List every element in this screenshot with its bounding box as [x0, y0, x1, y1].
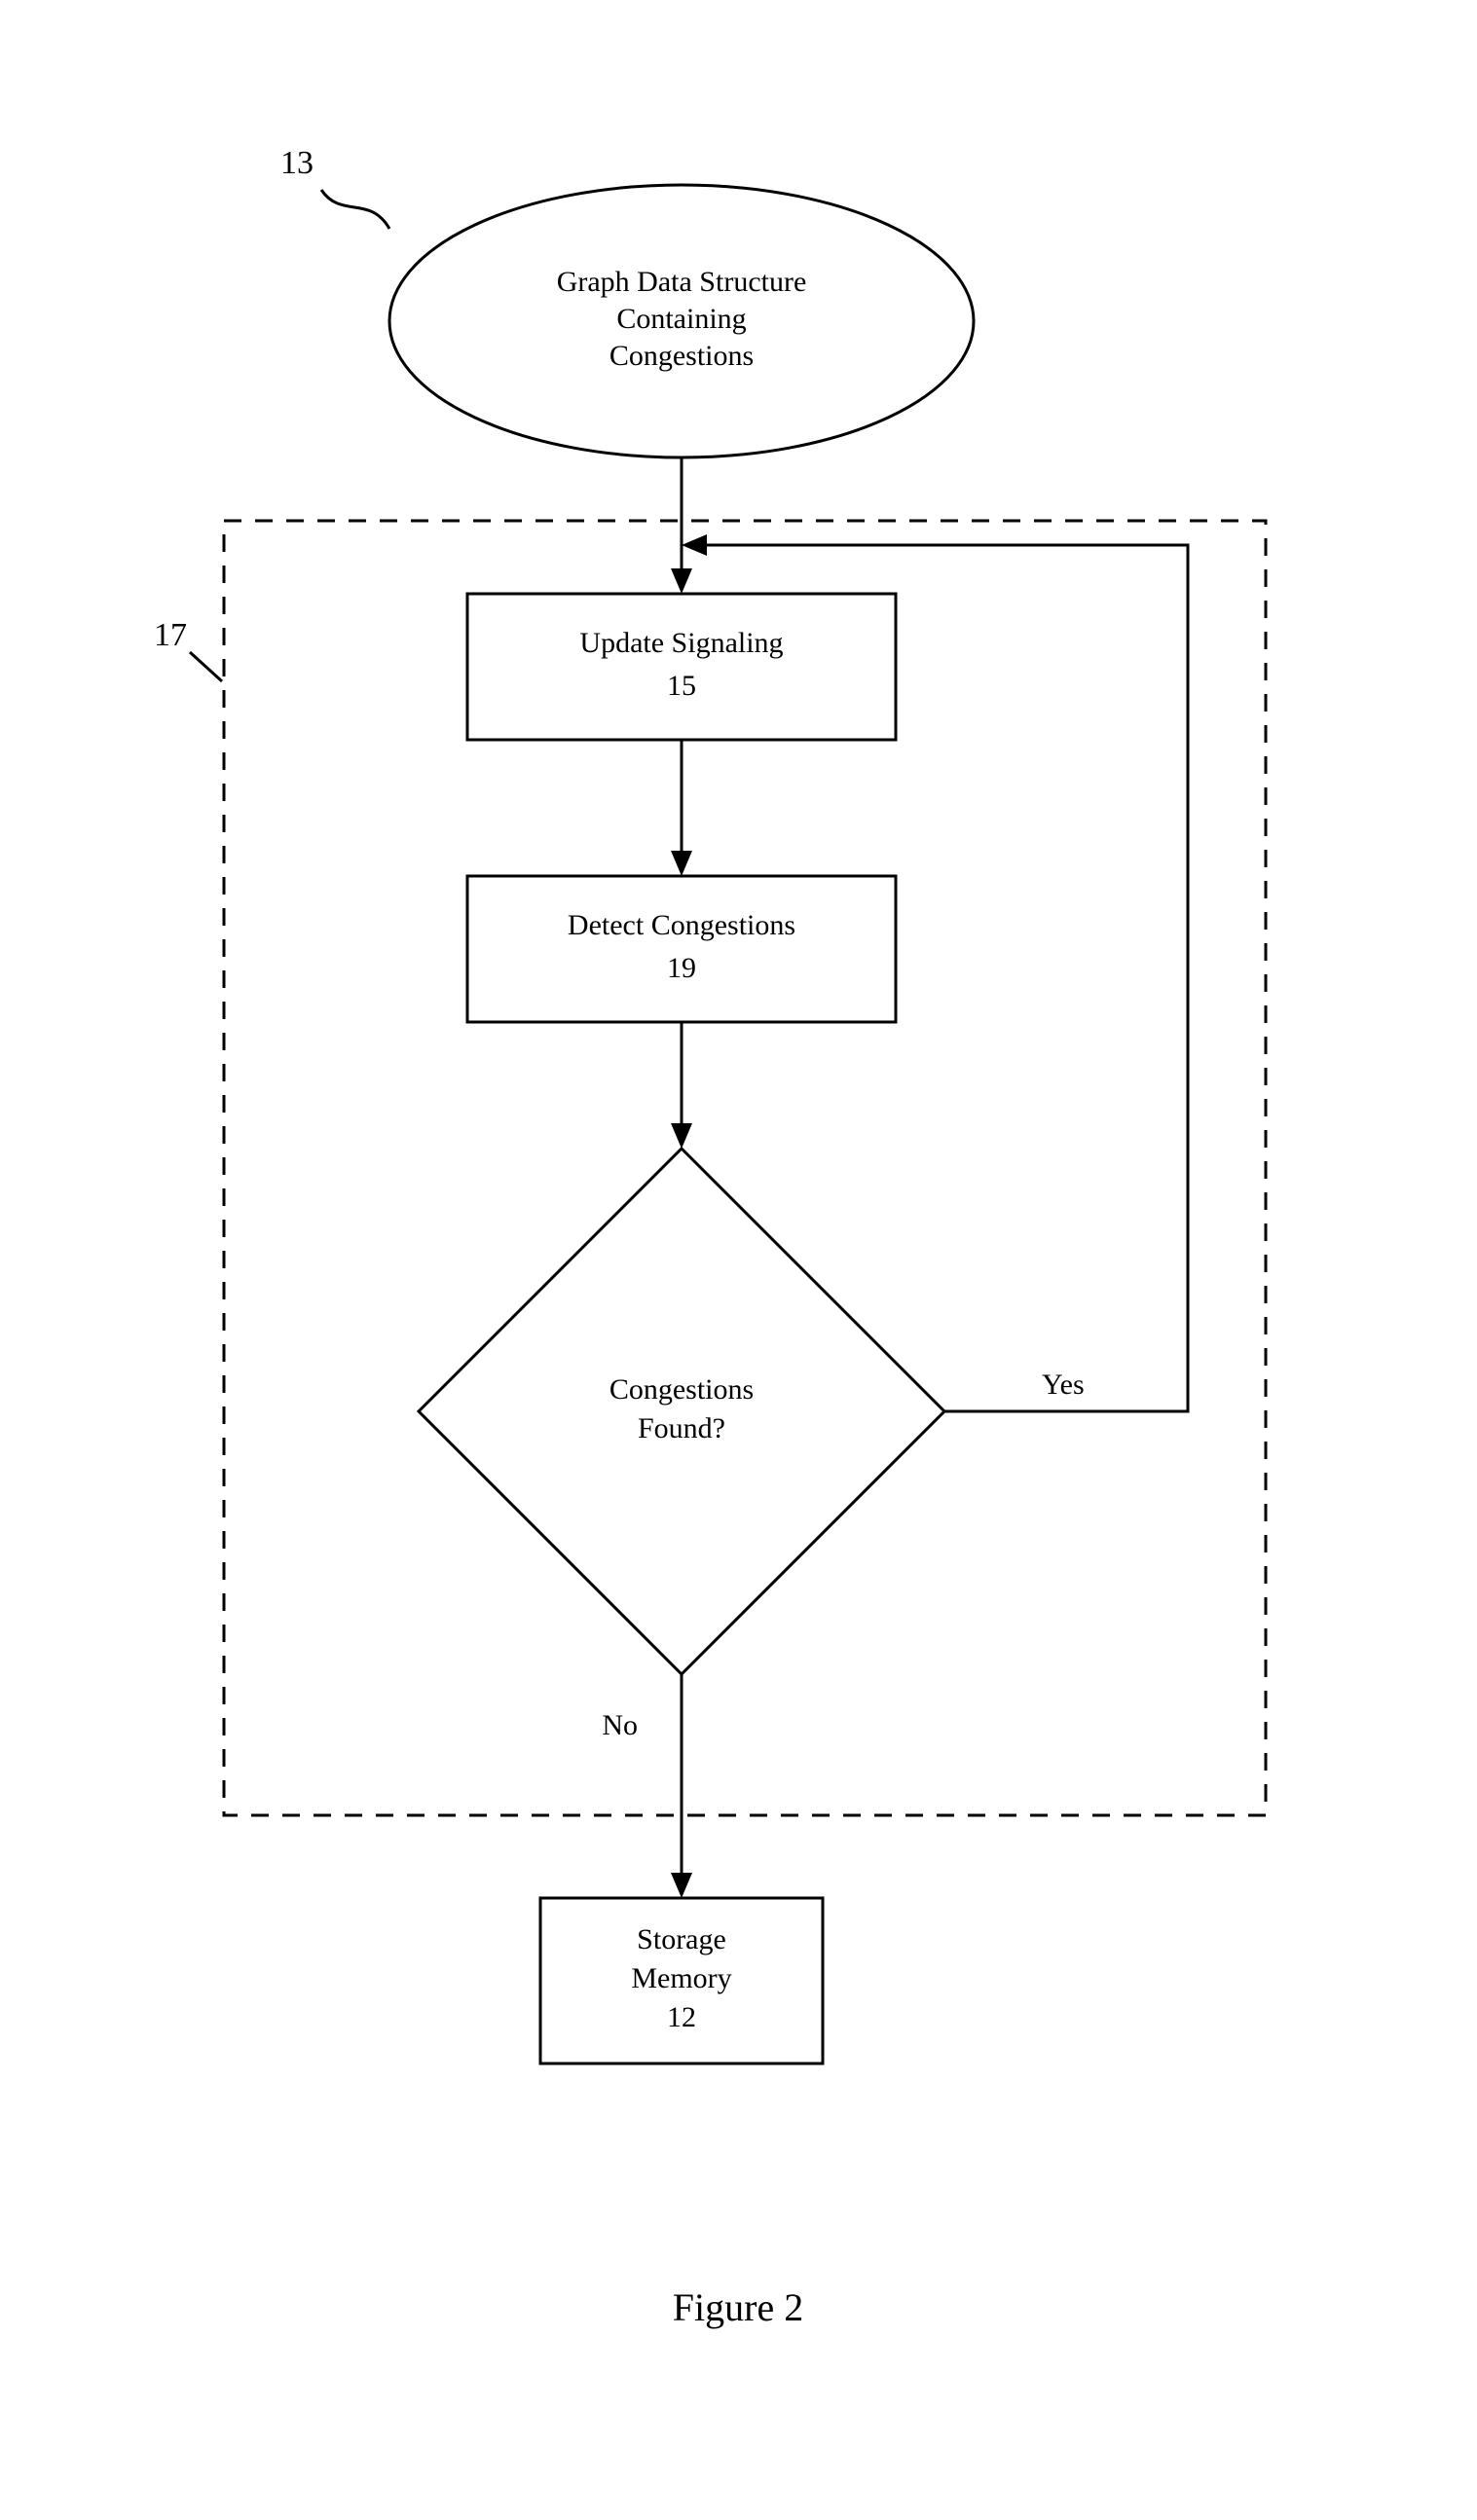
- detect-congestions-box: [467, 876, 896, 1022]
- label-yes: Yes: [1042, 1369, 1085, 1401]
- detect-congestions-num: 19: [667, 952, 696, 984]
- arrowhead: [671, 1873, 692, 1898]
- update-signaling-num: 15: [667, 670, 696, 702]
- ref-17-leader: [190, 652, 222, 681]
- arrowhead: [671, 568, 692, 594]
- start-node-text-2: Containing: [616, 303, 746, 335]
- storage-text-3: 12: [667, 2001, 696, 2033]
- storage-text-1: Storage: [637, 1923, 726, 1955]
- label-no: No: [602, 1709, 638, 1741]
- start-node-text-1: Graph Data Structure: [557, 266, 807, 298]
- arrowhead: [682, 534, 707, 556]
- detect-congestions-text: Detect Congestions: [568, 909, 795, 941]
- update-signaling-box: [467, 594, 896, 740]
- arrowhead: [671, 1123, 692, 1149]
- ref-13-leader: [321, 190, 389, 229]
- start-node-text-3: Congestions: [609, 340, 754, 372]
- arrowhead: [671, 851, 692, 876]
- update-signaling-text: Update Signaling: [579, 627, 783, 659]
- figure-caption: Figure 2: [673, 2285, 803, 2329]
- ref-label-17: 17: [154, 617, 187, 653]
- diamond-text-2: Found?: [638, 1412, 725, 1444]
- ref-label-13: 13: [280, 145, 314, 181]
- storage-text-2: Memory: [631, 1962, 731, 1994]
- diamond-text-1: Congestions: [609, 1373, 754, 1406]
